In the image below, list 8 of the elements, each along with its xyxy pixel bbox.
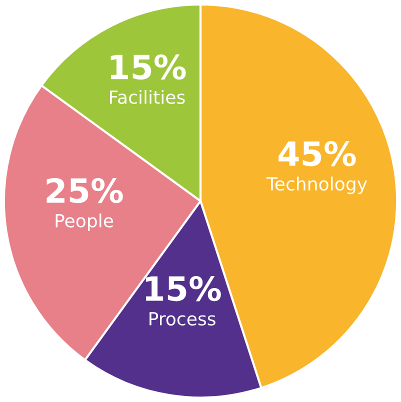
slice-label: Technology — [266, 176, 368, 194]
data-label: 15% — [146, 276, 221, 302]
slice-label: Facilities — [110, 90, 185, 104]
slice-label: Process — [150, 312, 216, 326]
data-label: 15% — [110, 54, 186, 80]
data-label: 25% — [46, 178, 123, 204]
data-label: 45% — [278, 141, 356, 166]
slice-label: People — [56, 214, 114, 232]
